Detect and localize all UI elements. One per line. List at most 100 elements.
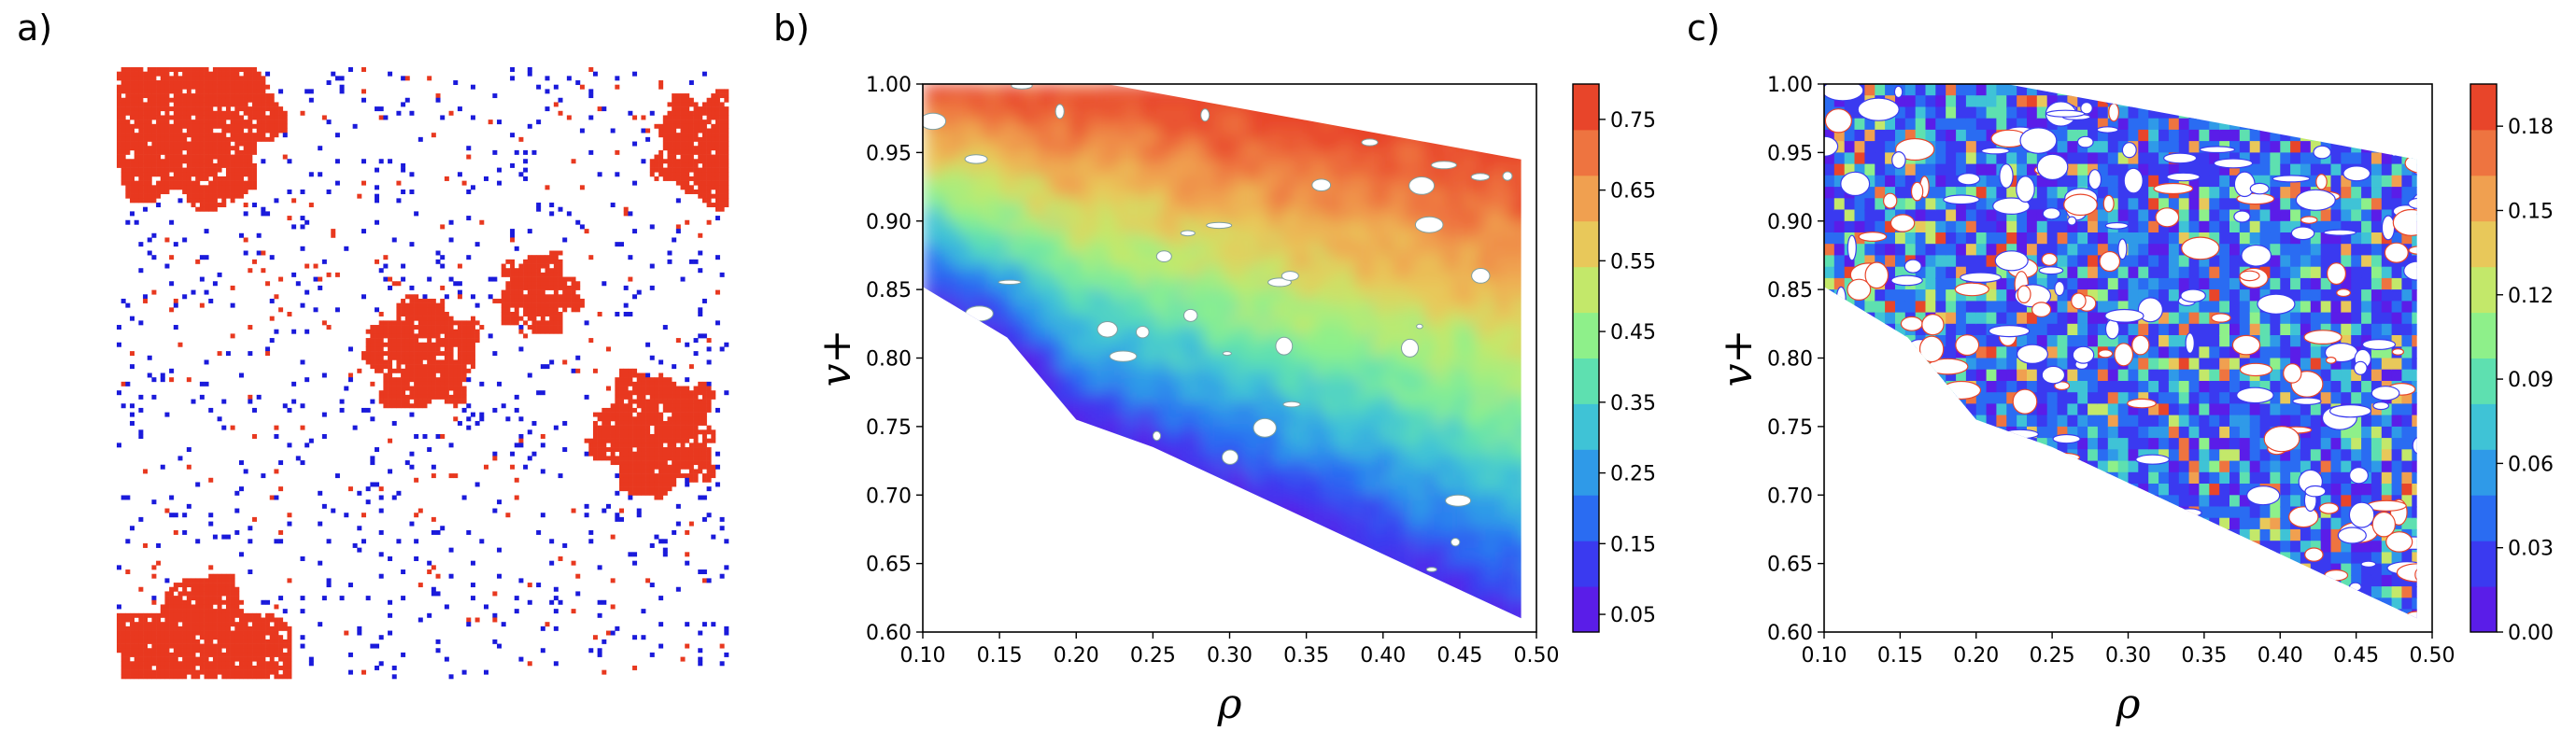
lattice-site [453, 364, 459, 370]
lattice-site [510, 162, 516, 168]
lattice-site [693, 338, 699, 344]
lattice-site [645, 377, 651, 383]
lattice-site [365, 342, 371, 347]
lattice-site [654, 456, 659, 461]
lattice-site [453, 377, 459, 383]
field-cell [1055, 232, 1068, 246]
field-cell [1055, 289, 1068, 302]
lattice-site [234, 490, 240, 496]
lattice-site [134, 656, 139, 662]
field-cell [1045, 129, 1057, 143]
field-cell [923, 563, 934, 576]
lattice-site [217, 162, 222, 168]
lattice-site [540, 513, 545, 518]
lattice-site [120, 656, 126, 662]
lattice-site [204, 76, 209, 81]
lattice-site [252, 71, 258, 77]
lattice-site [409, 333, 415, 339]
lattice-site [553, 320, 559, 326]
lattice-site [370, 482, 375, 487]
field-cell [964, 621, 975, 633]
lattice-site [588, 529, 594, 535]
lattice-site [261, 656, 266, 662]
lattice-site [427, 399, 432, 404]
lattice-site [444, 342, 449, 347]
lattice-site [693, 390, 699, 396]
lattice-site [134, 665, 139, 670]
lattice-site [514, 272, 519, 277]
lattice-site [130, 172, 135, 177]
lattice-site [440, 394, 446, 400]
field-cell [1025, 541, 1037, 554]
lattice-site [378, 346, 384, 352]
lattice-site [265, 102, 271, 107]
lattice-site [234, 71, 240, 77]
lattice-site [308, 661, 314, 667]
lattice-site [243, 237, 248, 243]
lattice-site [623, 425, 629, 430]
field-cell [1035, 426, 1047, 440]
lattice-site [719, 159, 725, 164]
lattice-site [195, 136, 201, 142]
field-cell [984, 129, 996, 143]
lattice-site [693, 451, 699, 457]
lattice-site [160, 176, 165, 181]
lattice-site [724, 167, 729, 173]
lattice-site [641, 425, 646, 430]
lattice-site [182, 656, 188, 662]
lattice-site [675, 106, 681, 112]
lattice-site [531, 451, 537, 457]
lattice-site [269, 123, 275, 129]
lattice-site [177, 146, 183, 151]
lattice-site [693, 407, 699, 413]
lattice-site [457, 381, 462, 387]
lattice-site [466, 425, 472, 430]
lattice-site [461, 495, 467, 500]
lattice-site [248, 119, 253, 125]
lattice-site [147, 180, 152, 186]
lattice-site [269, 630, 275, 636]
lattice-site [440, 298, 446, 303]
field-cell [984, 506, 996, 519]
lattice-site [444, 355, 449, 360]
field-cell [1014, 369, 1026, 382]
lattice-site [685, 136, 690, 142]
lattice-site [461, 342, 467, 347]
field-cell [1097, 289, 1109, 302]
lattice-site [444, 325, 449, 330]
lattice-site [243, 80, 248, 86]
lattice-site [212, 136, 218, 142]
lattice-site [347, 377, 353, 383]
lattice-site [588, 648, 594, 654]
lattice-site [470, 294, 475, 300]
lattice-site [204, 115, 209, 120]
lattice-site [688, 394, 694, 400]
lattice-site [334, 76, 340, 81]
lattice-site [536, 289, 542, 295]
lattice-site [427, 316, 432, 321]
lattice-site [645, 460, 651, 466]
lattice-site [160, 180, 165, 186]
lattice-site [125, 128, 131, 134]
field-cell [1004, 460, 1016, 473]
lattice-site [388, 368, 393, 373]
field-cell [933, 106, 944, 119]
lattice-site [199, 661, 205, 667]
lattice-site [724, 141, 729, 147]
field-cell [942, 118, 955, 131]
lattice-site [160, 106, 165, 112]
lattice-site [675, 141, 681, 147]
lattice-site [628, 482, 633, 487]
lattice-site [688, 123, 694, 129]
field-cell [953, 495, 965, 508]
lattice-site [391, 355, 397, 360]
lattice-site [540, 364, 545, 370]
lattice-site [719, 516, 725, 522]
lattice-site [230, 71, 235, 77]
lattice-site [147, 648, 152, 654]
lattice-site [230, 604, 235, 610]
lattice-site [199, 136, 205, 142]
lattice-site [204, 255, 209, 260]
lattice-site [204, 136, 209, 142]
lattice-site [632, 477, 638, 483]
